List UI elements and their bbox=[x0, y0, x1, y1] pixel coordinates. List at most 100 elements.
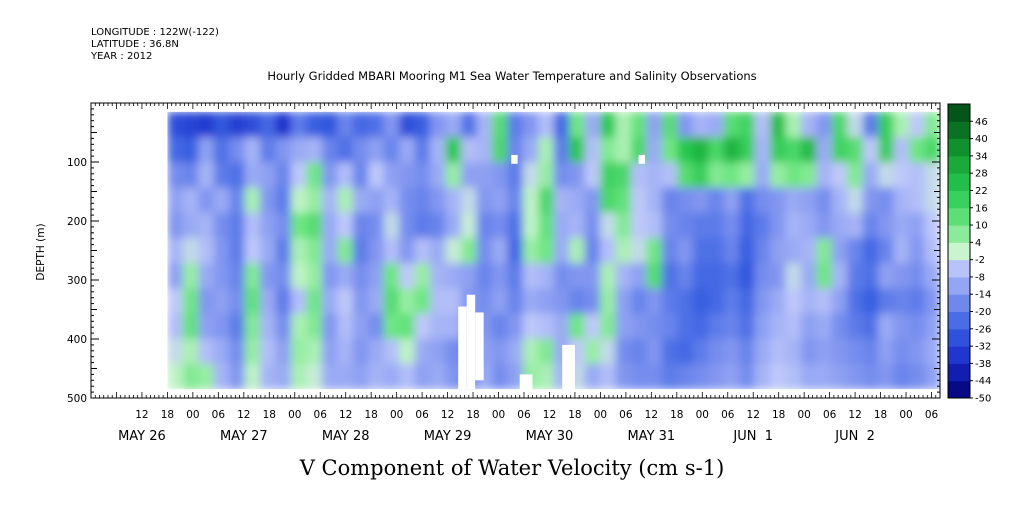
heatmap-cell bbox=[708, 162, 725, 189]
heatmap-cell bbox=[739, 111, 756, 138]
heatmap-cell bbox=[430, 237, 447, 264]
heatmap-cell bbox=[708, 187, 725, 214]
heatmap-cell bbox=[584, 187, 601, 214]
heatmap-cell bbox=[229, 212, 246, 239]
colorbar-label: 40 bbox=[975, 134, 988, 145]
heatmap-cell bbox=[275, 263, 292, 289]
heatmap-cell bbox=[924, 111, 940, 138]
heatmap-cell bbox=[770, 111, 787, 138]
data-gaps bbox=[91, 103, 940, 398]
heatmap-cell bbox=[862, 187, 879, 214]
heatmap-cell bbox=[600, 313, 617, 340]
heatmap-cell bbox=[847, 363, 864, 390]
heatmap-cell bbox=[677, 237, 694, 264]
heatmap-cell bbox=[460, 187, 478, 214]
heatmap-cell bbox=[414, 338, 431, 365]
heatmap-cell bbox=[275, 187, 292, 214]
heatmap-cell bbox=[862, 137, 879, 163]
heatmap-cell bbox=[878, 187, 895, 214]
heatmap-cell bbox=[677, 288, 694, 315]
heatmap-cell bbox=[770, 187, 787, 214]
x-hour-label: 06 bbox=[517, 409, 531, 421]
heatmap-cell bbox=[337, 237, 354, 264]
heatmap-cell bbox=[893, 288, 910, 315]
heatmap-cell bbox=[816, 162, 833, 189]
heatmap-cell bbox=[630, 363, 648, 390]
colorbar-bin bbox=[948, 363, 970, 382]
heatmap-cell bbox=[723, 338, 740, 365]
heatmap-cell bbox=[630, 338, 648, 365]
heatmap-cell bbox=[491, 212, 508, 239]
heatmap-cell bbox=[244, 363, 261, 390]
heatmap-cell bbox=[275, 212, 292, 239]
heatmap-cell bbox=[770, 338, 787, 365]
heatmap-cell bbox=[306, 263, 323, 289]
heatmap-cell bbox=[414, 111, 431, 138]
heatmap-cell bbox=[430, 263, 447, 289]
heatmap-cell bbox=[878, 313, 895, 340]
heatmap-cell bbox=[260, 187, 277, 214]
heatmap-cell bbox=[646, 237, 663, 264]
heatmap-cell bbox=[229, 288, 246, 315]
heatmap-cell bbox=[785, 137, 802, 163]
heatmap-cell bbox=[847, 263, 864, 289]
heatmap-cell bbox=[399, 363, 416, 390]
heatmap-cell bbox=[275, 162, 292, 189]
heatmap-cell bbox=[430, 363, 447, 390]
heatmap-cell bbox=[476, 212, 493, 239]
heatmap-cell bbox=[754, 187, 771, 214]
heatmap-cell bbox=[816, 263, 833, 289]
heatmap-cell bbox=[275, 363, 292, 390]
heatmap-cell bbox=[399, 313, 416, 340]
x-hour-label: 12 bbox=[543, 409, 556, 421]
heatmap-cell bbox=[476, 162, 493, 189]
heatmap-cell bbox=[182, 212, 199, 239]
heatmap-cell bbox=[399, 137, 416, 163]
x-axis: 12 18 00 06 12 18 00 06 12 18 00 06 12 18 00 06 12 18 00 06… bbox=[90, 103, 941, 444]
heatmap-cell bbox=[739, 237, 756, 264]
heatmap-cell bbox=[569, 187, 586, 214]
heatmap-cell bbox=[831, 237, 848, 264]
y-tick-label: 500 bbox=[67, 393, 87, 405]
colorbar-label: -32 bbox=[975, 342, 991, 353]
heatmap-cell bbox=[291, 111, 308, 138]
heatmap-cell bbox=[491, 162, 508, 189]
heatmap-cell bbox=[800, 313, 817, 340]
x-date-label: MAY 30 bbox=[526, 429, 574, 444]
heatmap-cell bbox=[522, 137, 539, 163]
heatmap-cell bbox=[507, 187, 524, 214]
heatmap-cell bbox=[167, 363, 184, 390]
heatmap-cell bbox=[615, 237, 632, 264]
heatmap-cell bbox=[600, 288, 617, 315]
heatmap-cell bbox=[291, 313, 308, 340]
heatmap-cell bbox=[816, 237, 833, 264]
heatmap-cell bbox=[646, 363, 663, 390]
heatmap-cell bbox=[739, 288, 756, 315]
heatmap-cell bbox=[600, 212, 617, 239]
heatmap-cell bbox=[538, 187, 555, 214]
heatmap-cell bbox=[291, 137, 308, 163]
heatmap-cell bbox=[352, 313, 369, 340]
heatmap-cell bbox=[368, 338, 385, 365]
heatmap-cell bbox=[909, 137, 926, 163]
heatmap-cell bbox=[893, 111, 910, 138]
heatmap-cell bbox=[383, 111, 400, 138]
heatmap-cell bbox=[182, 288, 199, 315]
heatmap-cell bbox=[337, 187, 354, 214]
heatmap-cell bbox=[800, 288, 817, 315]
heatmap-cell bbox=[383, 288, 400, 315]
heatmap-cell bbox=[770, 313, 787, 340]
heatmap-cell bbox=[754, 263, 771, 289]
heatmap-cell bbox=[909, 187, 926, 214]
heatmap-cell bbox=[507, 313, 524, 340]
heatmap-cell bbox=[476, 263, 493, 289]
x-hour-label: 18 bbox=[466, 409, 479, 421]
heatmap-cell bbox=[569, 313, 586, 340]
heatmap-cell bbox=[754, 338, 771, 365]
heatmap-cell bbox=[445, 313, 462, 340]
heatmap-cell bbox=[646, 162, 663, 189]
heatmap-cell bbox=[538, 263, 555, 289]
heatmap-cell bbox=[182, 162, 199, 189]
x-hour-label: 18 bbox=[263, 409, 276, 421]
colorbar-bin bbox=[948, 207, 970, 226]
